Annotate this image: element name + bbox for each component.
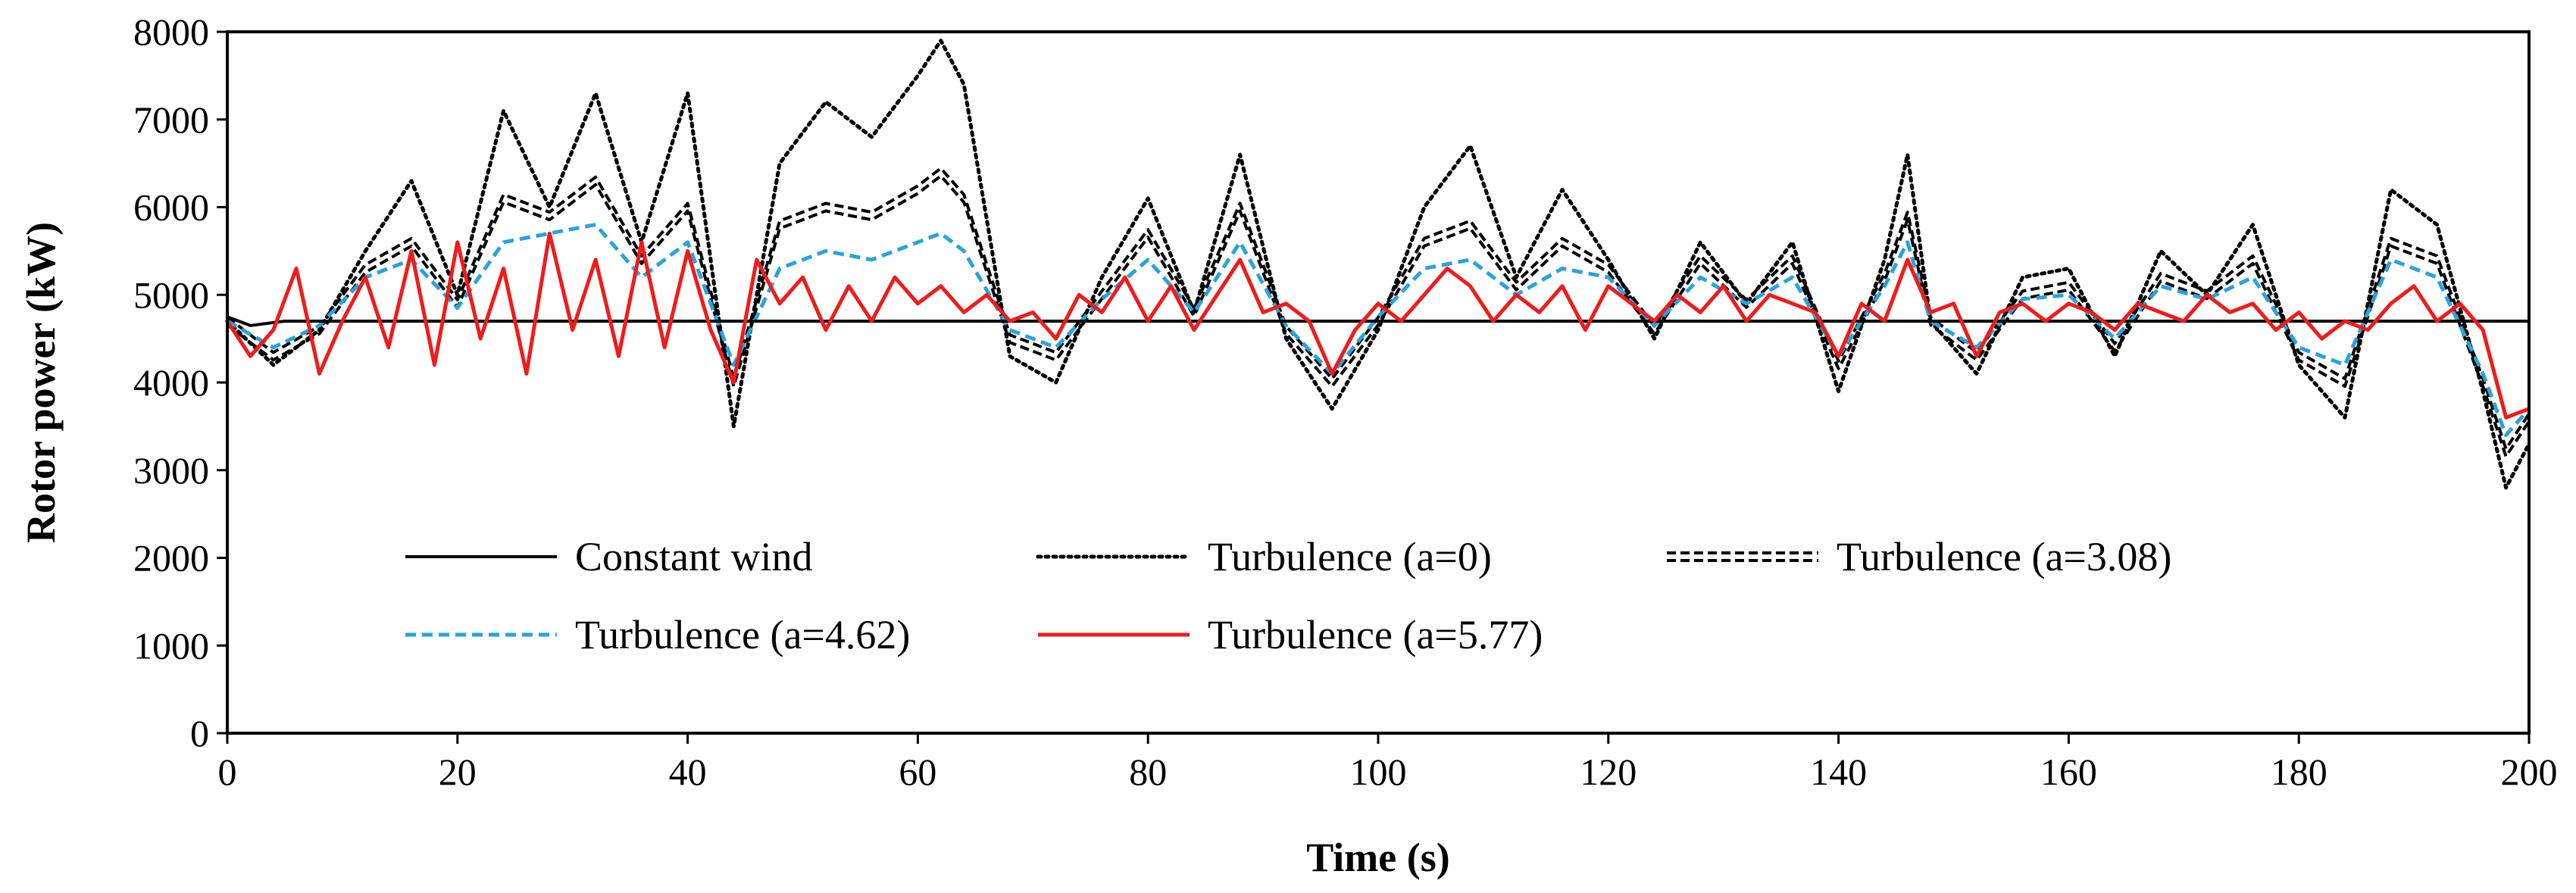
y-tick-label: 3000 [133,449,209,492]
legend-label-turbulence-a577: Turbulence (a=5.77) [1208,612,1543,657]
series-line-turbulence-a-0 [225,39,2531,490]
x-tick-label: 20 [439,751,477,793]
series-layer [225,39,2531,490]
x-tick-label: 140 [1810,751,1867,793]
legend-label-turbulence-a308: Turbulence (a=3.08) [1837,534,2171,579]
legend-label-turbulence-a0: Turbulence (a=0) [1208,534,1492,579]
legend-label-turbulence-a462: Turbulence (a=4.62) [575,612,910,657]
x-tick-label: 200 [2501,751,2558,793]
x-tick-label: 120 [1580,751,1637,793]
y-tick-label: 1000 [133,624,209,667]
x-tick-label: 100 [1350,751,1407,793]
x-tick-label: 160 [2040,751,2097,793]
x-tick-label: 0 [218,751,237,793]
series-line-constant-wind [227,315,2529,327]
series-line-turbulence-a-5-77 [225,231,2530,420]
series-line-turbulence-a-3-08 [226,167,2531,451]
x-axis-title: Time (s) [1306,835,1449,880]
tick-layer: 0 20 40 60 80 100 120 140 160 180 2000100020003000… [133,11,2558,793]
y-tick-label: 0 [190,712,209,754]
series-line-turbulence-a-4-62 [226,223,2531,437]
x-tick-label: 80 [1129,751,1167,793]
y-axis-title: Rotor power (kW) [18,222,64,543]
y-tick-label: 7000 [133,98,209,141]
y-tick-label: 2000 [133,537,209,579]
legend-sample-turbulence-a308 [1667,551,1818,562]
legend-label-constant-wind: Constant wind [575,534,813,579]
y-tick-label: 5000 [133,273,209,316]
y-tick-label: 6000 [133,186,209,229]
series-line-turbulence-a-3-08-second-stroke [226,174,2531,458]
y-tick-label: 4000 [133,361,209,404]
x-tick-label: 180 [2271,751,2327,793]
x-tick-label: 60 [899,751,936,793]
y-tick-label: 8000 [133,11,209,53]
legend: Constant wind Turbulence (a=0) Turbulenc… [405,534,2171,657]
x-tick-label: 40 [669,751,707,793]
